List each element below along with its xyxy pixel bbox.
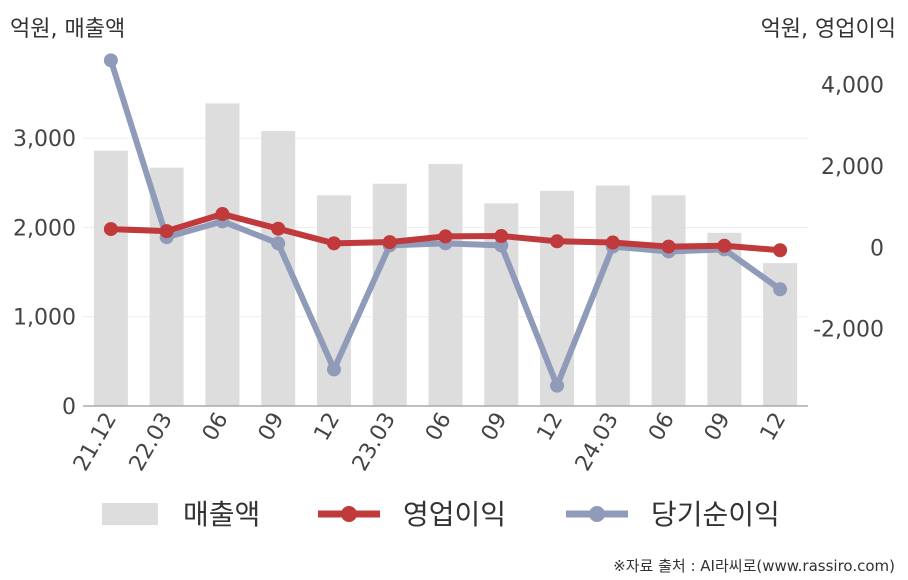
- profit-lines: [103, 53, 788, 393]
- x-tick-label: 06: [421, 409, 457, 446]
- source-note: ※자료 출처 : AI라씨로(www.rassiro.com): [613, 557, 895, 575]
- point-operating-profit: [159, 224, 174, 239]
- point-net-income: [103, 53, 118, 68]
- point-operating-profit: [326, 236, 341, 251]
- bar-revenue: [540, 190, 575, 406]
- x-tick-label: 06: [198, 409, 234, 446]
- point-net-income: [326, 362, 341, 377]
- legend-label-revenue: 매출액: [183, 498, 260, 531]
- left-axis-ticks: 0 1,000 2,000 3,000: [13, 127, 76, 420]
- point-operating-profit: [103, 222, 118, 237]
- point-net-income: [550, 378, 565, 393]
- x-tick-label: 12: [533, 409, 569, 446]
- x-tick-label: 21.12: [69, 409, 122, 476]
- point-operating-profit: [717, 238, 732, 253]
- x-tick-label: 24.03: [571, 409, 624, 476]
- bar-revenue: [707, 232, 742, 406]
- x-axis-ticks: 21.12 22.03 06 09 12 23.03 06 09 12 24.03 06 09 12: [69, 409, 791, 476]
- bar-revenue: [651, 195, 686, 406]
- x-tick-label: 23.03: [348, 409, 401, 476]
- x-tick-label: 09: [254, 409, 290, 446]
- point-operating-profit: [271, 221, 286, 236]
- right-tick-label: 2,000: [821, 155, 884, 180]
- right-tick-label: 0: [870, 236, 884, 261]
- left-tick-label: 3,000: [13, 127, 76, 152]
- legend-marker-net-income: [589, 506, 605, 522]
- point-operating-profit: [215, 207, 230, 222]
- x-tick-label: 09: [477, 409, 513, 446]
- point-operating-profit: [382, 235, 397, 250]
- left-tick-label: 1,000: [13, 306, 76, 331]
- x-tick-label: 22.03: [125, 409, 178, 476]
- revenue-bars: [93, 103, 798, 407]
- left-tick-label: 2,000: [13, 216, 76, 241]
- point-operating-profit: [550, 234, 565, 249]
- point-operating-profit: [773, 243, 788, 258]
- x-tick-label: 12: [756, 409, 792, 446]
- right-tick-label: -2,000: [813, 318, 884, 343]
- legend: 매출액 영업이익 당기순이익: [102, 498, 780, 531]
- right-tick-label: 4,000: [821, 74, 884, 99]
- legend-marker-operating-profit: [341, 506, 357, 522]
- point-operating-profit: [438, 229, 453, 244]
- bar-revenue: [93, 150, 128, 406]
- bar-revenue: [372, 183, 407, 406]
- left-tick-label: 0: [62, 395, 76, 420]
- point-operating-profit: [605, 235, 620, 250]
- point-net-income: [271, 236, 286, 251]
- point-operating-profit: [661, 239, 676, 254]
- bar-revenue: [595, 185, 630, 406]
- bar-revenue: [205, 103, 240, 406]
- legend-swatch-revenue: [102, 503, 158, 525]
- bar-revenue: [428, 164, 463, 406]
- point-operating-profit: [494, 229, 509, 244]
- x-tick-label: 12: [310, 409, 346, 446]
- legend-label-operating-profit: 영업이익: [403, 498, 506, 531]
- x-tick-label: 06: [644, 409, 680, 446]
- left-axis-unit-label: 억원, 매출액: [10, 17, 125, 42]
- right-axis-ticks: -2,000 0 2,000 4,000: [813, 74, 884, 343]
- x-tick-label: 09: [700, 409, 736, 446]
- right-axis-unit-label: 억원, 영업이익: [761, 17, 896, 42]
- point-net-income: [773, 282, 788, 297]
- legend-label-net-income: 당기순이익: [651, 498, 780, 531]
